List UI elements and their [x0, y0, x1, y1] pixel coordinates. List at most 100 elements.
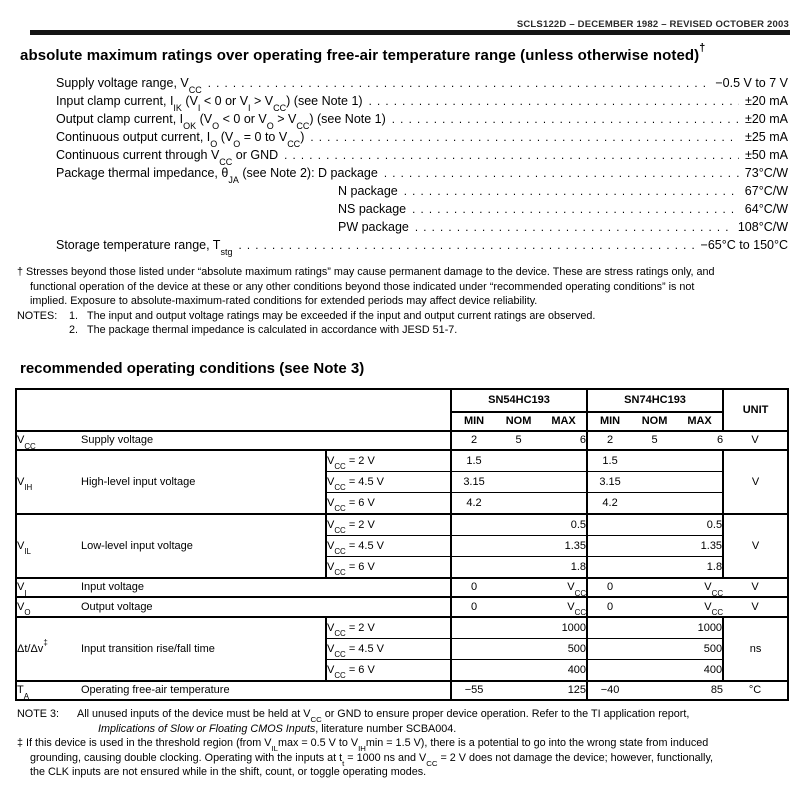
- cell-condition: VCC = 4.5 V: [324, 471, 452, 493]
- section-title-recommended-operating-conditions: recommended operating conditions (see No…: [20, 359, 365, 377]
- dot-leader: [404, 184, 739, 198]
- cell-value: VCC: [541, 576, 588, 598]
- rating-label: Continuous current through VCC or GND: [56, 148, 279, 167]
- cell-symbol: VI: [16, 576, 81, 598]
- cell-value: [586, 556, 633, 579]
- cell-value: 1.5: [450, 448, 497, 472]
- rating-row-input-clamp: Input clamp current, IIK (VI < 0 or VI >…: [56, 94, 788, 112]
- cell-value: [586, 535, 633, 557]
- doc-revision-clip: SCLS122D – DECEMBER 1982 – REVISED OCTOB…: [329, 14, 789, 27]
- cell-value: 4.2: [586, 492, 633, 515]
- cell-value: [450, 512, 497, 536]
- cell-condition: VCC = 6 V: [324, 556, 452, 579]
- cell-value: [541, 448, 588, 472]
- cell-value: [496, 615, 542, 639]
- cell-value: [632, 512, 678, 536]
- rating-value: −65°C to 150°C: [700, 238, 788, 252]
- cell-value: 2: [586, 430, 633, 451]
- cell-value: 1.8: [541, 556, 588, 579]
- cell-unit: V: [723, 576, 789, 598]
- cell-value: 400: [677, 659, 724, 682]
- cell-value: 0: [586, 595, 633, 618]
- rating-value: ±50 mA: [745, 148, 788, 162]
- cell-value: [586, 638, 633, 660]
- cell-value: 3.15: [586, 471, 633, 493]
- note-2: 2. The package thermal impedance is calc…: [17, 323, 790, 338]
- rating-row-storage-temp: Storage temperature range, Tstg −65°C to…: [56, 238, 788, 256]
- doc-revision-line: SCLS122D – DECEMBER 1982 – REVISED OCTOB…: [516, 19, 789, 27]
- row-ta: TA Operating free-air temperature −55 12…: [16, 679, 789, 700]
- subheader-nom: NOM: [632, 411, 678, 432]
- rating-row-supply-voltage: Supply voltage range, VCC −0.5 V to 7 V: [56, 76, 788, 94]
- cell-value: 85: [677, 679, 724, 700]
- cell-parameter: Operating free-air temperature: [81, 679, 452, 700]
- cell-value: [450, 659, 497, 682]
- cell-symbol: VIL: [16, 512, 81, 579]
- note3-label: NOTE 3:: [17, 707, 59, 720]
- cell-value: [541, 471, 588, 493]
- rating-label: PW package: [338, 220, 409, 234]
- dot-leader: [412, 202, 739, 216]
- content: absolute maximum ratings over operating …: [0, 42, 802, 780]
- cell-unit: V: [723, 430, 789, 451]
- dot-leader: [392, 112, 739, 126]
- cell-parameter: Input transition rise/fall time: [81, 615, 326, 682]
- dagger-footnote-line: functional operation of the device at th…: [30, 280, 695, 293]
- rating-label: N package: [338, 184, 398, 198]
- cell-parameter: Input voltage: [81, 576, 452, 598]
- cell-condition: VCC = 6 V: [324, 659, 452, 682]
- cell-value: [632, 638, 678, 660]
- cell-symbol: VCC: [16, 430, 81, 451]
- cell-symbol: VO: [16, 595, 81, 618]
- rating-row-thermal-pw-package: PW package 108°C/W: [56, 220, 788, 238]
- cell-unit: ns: [722, 615, 789, 682]
- rating-value: ±20 mA: [745, 94, 788, 108]
- dot-leader: [415, 220, 732, 234]
- cell-value: 400: [541, 659, 588, 682]
- row-vcc: VCC Supply voltage 2 5 6 2 5 6 V: [16, 430, 789, 451]
- subheader-min: MIN: [586, 411, 633, 432]
- cell-value: 125: [541, 679, 588, 700]
- cell-value: [496, 638, 542, 660]
- cell-value: [632, 556, 678, 579]
- cell-value: [632, 595, 678, 618]
- row-vil-1: VIL Low-level input voltage VCC = 2 V 0.…: [16, 512, 789, 579]
- note-text: The package thermal impedance is calcula…: [87, 324, 458, 337]
- row-dtdv-1: Δt/Δv‡ Input transition rise/fall time V…: [16, 615, 789, 682]
- row-vil-2: VCC = 4.5 V 1.35 1.35: [16, 535, 788, 557]
- cell-value: [632, 576, 678, 598]
- rating-row-thermal-ns-package: NS package 64°C/W: [56, 202, 788, 220]
- cell-value: [677, 448, 724, 472]
- row-dtdv-3: VCC = 6 V 400 400: [16, 659, 788, 682]
- abs-max-footnotes: † Stresses beyond those listed under “ab…: [17, 265, 790, 338]
- note-number: 1.: [69, 309, 79, 322]
- row-vih-1: VIH High-level input voltage VCC = 2 V 1…: [16, 448, 789, 515]
- cell-value: 500: [677, 638, 724, 660]
- dagger-footnote-line: † Stresses beyond those listed under “ab…: [17, 266, 715, 278]
- cell-condition: VCC = 2 V: [324, 448, 452, 472]
- cell-value: [586, 659, 633, 682]
- cell-value: [632, 492, 678, 515]
- header-empty-cell: [16, 388, 452, 432]
- cell-value: [632, 448, 678, 472]
- ddagger-footnote-line: ‡ If this device is used in the threshol…: [17, 737, 709, 754]
- cell-value: [541, 492, 588, 515]
- cell-value: [677, 471, 724, 493]
- rating-row-continuous-vcc-gnd: Continuous current through VCC or GND ±5…: [56, 148, 788, 166]
- cell-value: 0: [450, 576, 497, 598]
- cell-value: [450, 556, 497, 579]
- cell-condition: VCC = 2 V: [324, 615, 452, 639]
- note-1: NOTES: 1. The input and output voltage r…: [17, 309, 790, 324]
- cell-value: [496, 576, 542, 598]
- cell-value: 5: [496, 430, 542, 451]
- rating-value: −0.5 V to 7 V: [715, 76, 788, 90]
- cell-value: [496, 679, 542, 700]
- row-vih-2: VCC = 4.5 V 3.15 3.15: [16, 471, 788, 493]
- cell-value: 1.35: [541, 535, 588, 557]
- cell-value: [496, 595, 542, 618]
- cell-unit: V: [722, 448, 789, 515]
- cell-value: 1000: [677, 615, 724, 639]
- cell-value: [450, 638, 497, 660]
- cell-value: [632, 535, 678, 557]
- cell-value: 0: [450, 595, 497, 618]
